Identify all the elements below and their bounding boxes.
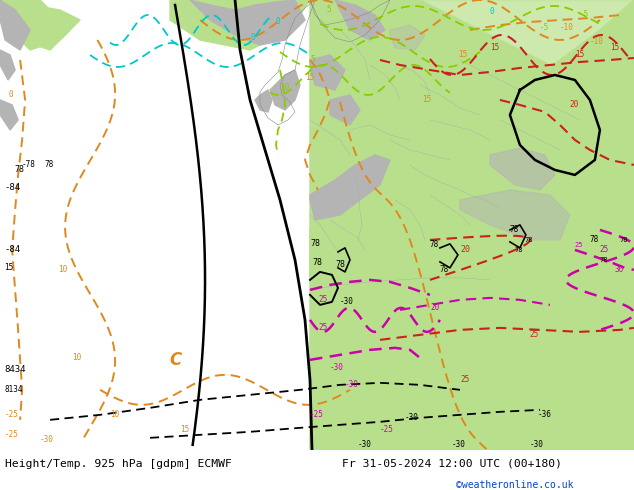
Text: 25: 25 xyxy=(600,245,609,254)
Text: 78: 78 xyxy=(430,241,439,249)
Text: 15: 15 xyxy=(610,44,619,52)
Text: 78: 78 xyxy=(590,235,599,245)
Text: -5: -5 xyxy=(540,24,549,32)
Polygon shape xyxy=(310,0,634,450)
Polygon shape xyxy=(310,155,390,220)
Text: 15: 15 xyxy=(575,50,584,59)
Text: 20: 20 xyxy=(570,100,579,109)
Text: Height/Temp. 925 hPa [gdpm] ECMWF: Height/Temp. 925 hPa [gdpm] ECMWF xyxy=(5,459,232,469)
Text: -30: -30 xyxy=(330,364,344,372)
Text: 78: 78 xyxy=(312,258,322,268)
Polygon shape xyxy=(190,0,305,45)
Polygon shape xyxy=(170,0,310,50)
Text: 15: 15 xyxy=(4,264,13,272)
Text: -30: -30 xyxy=(530,441,544,449)
Text: ©weatheronline.co.uk: ©weatheronline.co.uk xyxy=(456,480,574,490)
Text: 78: 78 xyxy=(14,166,24,174)
Text: 0: 0 xyxy=(250,33,255,43)
Text: -30: -30 xyxy=(345,380,359,390)
Polygon shape xyxy=(310,0,634,450)
Text: -30: -30 xyxy=(452,441,466,449)
Text: 78: 78 xyxy=(440,266,450,274)
Polygon shape xyxy=(255,90,272,112)
Polygon shape xyxy=(0,0,70,50)
Text: 25: 25 xyxy=(460,375,469,384)
Text: 10: 10 xyxy=(58,266,67,274)
Polygon shape xyxy=(335,0,385,40)
Polygon shape xyxy=(390,25,425,50)
Polygon shape xyxy=(0,0,30,50)
Text: -30: -30 xyxy=(358,441,372,449)
Polygon shape xyxy=(460,190,570,240)
Text: -84: -84 xyxy=(4,245,20,254)
Text: 10: 10 xyxy=(72,353,81,363)
Text: Fr 31-05-2024 12:00 UTC (00+180): Fr 31-05-2024 12:00 UTC (00+180) xyxy=(342,459,562,469)
Text: 20: 20 xyxy=(460,245,470,254)
Text: 0: 0 xyxy=(490,7,495,17)
Text: 78: 78 xyxy=(335,260,345,270)
Polygon shape xyxy=(330,95,360,125)
Text: 78: 78 xyxy=(600,257,609,263)
Text: -25: -25 xyxy=(310,410,324,419)
Text: 78: 78 xyxy=(510,225,519,234)
Text: -10: -10 xyxy=(560,24,574,32)
Text: -25: -25 xyxy=(380,425,394,434)
Text: 25: 25 xyxy=(530,330,539,340)
Text: 78: 78 xyxy=(515,247,524,253)
Text: -5: -5 xyxy=(580,10,589,20)
Text: 78: 78 xyxy=(525,237,533,243)
Text: -30: -30 xyxy=(405,414,419,422)
Text: 30: 30 xyxy=(615,266,624,274)
Text: 8134: 8134 xyxy=(4,385,23,394)
Text: 25: 25 xyxy=(318,323,327,332)
Polygon shape xyxy=(0,0,80,50)
Text: 10: 10 xyxy=(110,410,119,419)
Text: 25: 25 xyxy=(575,242,583,248)
Text: 15: 15 xyxy=(422,96,431,104)
Text: -25: -25 xyxy=(5,410,19,419)
Polygon shape xyxy=(390,25,425,50)
Text: 5: 5 xyxy=(310,55,314,65)
Polygon shape xyxy=(310,55,345,90)
Text: 15: 15 xyxy=(490,44,499,52)
Text: 78: 78 xyxy=(44,160,53,170)
Polygon shape xyxy=(270,70,300,110)
Text: 8434: 8434 xyxy=(4,366,25,374)
Text: 20: 20 xyxy=(430,303,439,313)
Text: 25: 25 xyxy=(318,295,327,304)
Polygon shape xyxy=(310,0,634,450)
Text: -30: -30 xyxy=(340,297,354,306)
Text: -25: -25 xyxy=(5,430,19,440)
Polygon shape xyxy=(490,148,555,190)
Polygon shape xyxy=(0,50,15,80)
Text: 5: 5 xyxy=(326,5,330,15)
Text: 0: 0 xyxy=(8,91,13,99)
Text: -36: -36 xyxy=(538,410,552,419)
Text: -78: -78 xyxy=(22,160,36,170)
Text: 15: 15 xyxy=(180,425,190,434)
Text: 78: 78 xyxy=(310,240,320,248)
Polygon shape xyxy=(0,100,18,130)
Text: -30: -30 xyxy=(40,435,54,444)
Text: C: C xyxy=(169,351,181,369)
Text: 0: 0 xyxy=(275,18,280,26)
Text: 78: 78 xyxy=(620,237,628,243)
Text: 15: 15 xyxy=(458,50,467,59)
Text: -10: -10 xyxy=(590,37,604,47)
Text: -84: -84 xyxy=(4,183,20,192)
Text: 15: 15 xyxy=(305,74,314,82)
Text: 10: 10 xyxy=(280,83,289,93)
